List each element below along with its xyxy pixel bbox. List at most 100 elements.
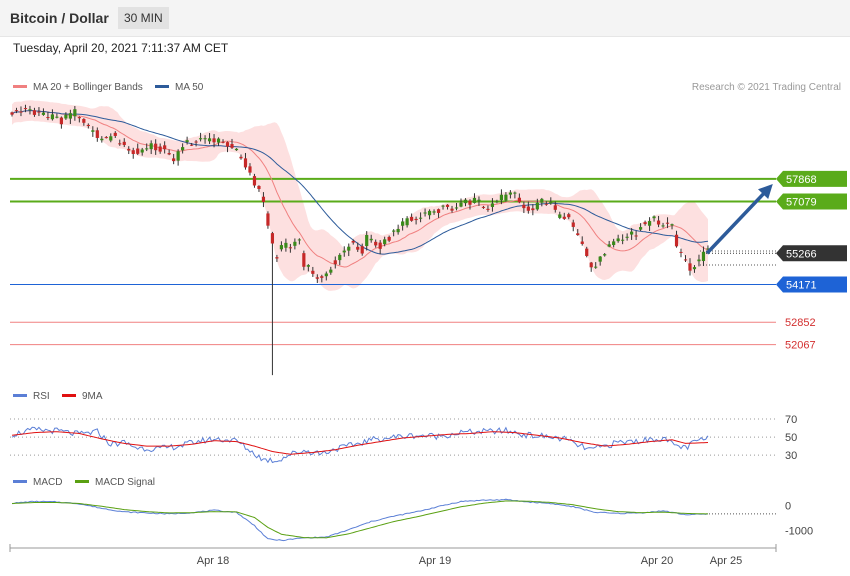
candle-down <box>360 246 364 254</box>
candle-down <box>315 277 319 279</box>
pivot-label-box <box>776 276 847 293</box>
candle-up <box>540 198 544 203</box>
candle-down <box>683 259 688 261</box>
candle-down <box>567 214 571 218</box>
candle-down <box>32 110 37 115</box>
candle-down <box>118 143 122 145</box>
header-bar: Bitcoin / Dollar 30 MIN <box>0 0 850 37</box>
candle-up <box>463 199 468 204</box>
candle-up <box>369 238 373 241</box>
candle-up <box>598 256 602 262</box>
candle-up <box>145 148 149 150</box>
candle-up <box>207 138 212 142</box>
candle-down <box>674 234 679 247</box>
candle-down <box>194 141 198 143</box>
candle-down <box>225 142 230 147</box>
rsi-tick-label: 50 <box>785 432 797 444</box>
candle-down <box>261 196 266 202</box>
timeframe-button[interactable]: 30 MIN <box>118 7 169 29</box>
candle-down <box>239 156 243 159</box>
candle-down <box>257 185 261 190</box>
candle-up <box>472 197 477 203</box>
candle-down <box>131 150 135 155</box>
rsi-line <box>11 426 709 464</box>
candle-up <box>284 242 288 248</box>
candle-up <box>216 138 221 143</box>
resistance-label-57868: 57868 <box>786 174 817 186</box>
candle-up <box>293 241 297 246</box>
candle-up <box>495 201 499 203</box>
candle-up <box>477 199 481 201</box>
candle-down <box>154 143 158 151</box>
candle-down <box>468 200 472 205</box>
candle-down <box>688 263 692 271</box>
candle-down <box>531 208 535 211</box>
candle-up <box>549 201 553 204</box>
candle-down <box>59 117 63 125</box>
macd-legend-label: MACD <box>33 477 62 488</box>
macd-legend: MACD MACD Signal <box>13 477 155 488</box>
candle-up <box>338 254 342 261</box>
candle-up <box>405 218 409 226</box>
candle-up <box>441 205 445 207</box>
candle-up <box>558 214 562 218</box>
ma20-line <box>11 110 709 268</box>
rsi-legend-swatch <box>13 394 27 397</box>
candle-up <box>140 149 144 153</box>
macd-legend-swatch <box>13 480 27 483</box>
candle-up <box>279 245 283 250</box>
candle-down <box>356 246 360 250</box>
candle-down <box>37 111 41 113</box>
candle-up <box>234 148 239 151</box>
candle-up <box>347 246 351 251</box>
forecast-arrow-shaft <box>705 185 772 255</box>
candle-up <box>670 224 674 226</box>
candle-up <box>28 109 32 111</box>
macd-signal-legend-swatch <box>75 480 89 483</box>
bollinger-band <box>12 100 708 291</box>
resistance-label-box <box>776 170 847 187</box>
candle-up <box>149 143 153 150</box>
candle-up <box>535 202 539 210</box>
candle-up <box>499 194 504 201</box>
resistance-label-57079: 57079 <box>786 196 817 208</box>
candle-up <box>50 114 55 120</box>
candle-down <box>544 203 548 205</box>
candle-down <box>481 206 486 208</box>
x-tick-label: Apr 20 <box>641 555 673 567</box>
rsi-legend: RSI 9MA <box>13 391 103 402</box>
candle-down <box>643 222 647 225</box>
candle-up <box>306 265 310 267</box>
time-axis: Apr 18 Apr 19 Apr 20 Apr 25 <box>9 544 777 567</box>
candle-up <box>342 250 346 253</box>
rsi-ma-line <box>11 431 709 455</box>
candle-down <box>374 241 378 246</box>
candle-up <box>396 228 400 233</box>
candle-up <box>41 112 46 115</box>
candle-up <box>625 236 629 238</box>
candle-down <box>46 117 50 119</box>
candle-up <box>427 210 432 216</box>
support-label-52852: 52852 <box>785 317 816 329</box>
candle-down <box>445 204 450 207</box>
candle-up <box>329 269 333 273</box>
candle-up <box>176 151 180 161</box>
candle-up <box>504 194 508 201</box>
candle-up <box>432 211 436 213</box>
candle-up <box>68 113 72 119</box>
main-legend: MA 20 + Bollinger Bands MA 50 <box>13 82 204 93</box>
candle-down <box>351 240 355 243</box>
candle-down <box>95 130 99 138</box>
candle-up <box>639 227 643 230</box>
candle-down <box>221 141 225 143</box>
forecast-arrow-head <box>758 184 773 199</box>
last-label-box <box>776 245 847 262</box>
ma50-legend-label: MA 50 <box>175 82 204 93</box>
candle-up <box>603 254 607 256</box>
candle-down <box>311 270 315 274</box>
ma20-legend-label: MA 20 + Bollinger Bands <box>33 82 143 93</box>
candle-down <box>589 262 593 268</box>
ma50-line <box>11 110 709 255</box>
rsi-tick-label: 30 <box>785 450 797 462</box>
